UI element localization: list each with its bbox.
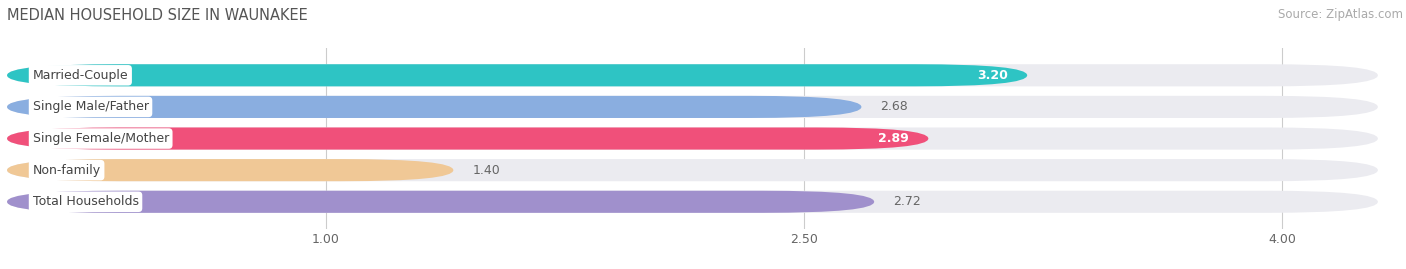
FancyBboxPatch shape <box>7 128 1378 150</box>
FancyBboxPatch shape <box>7 159 1378 181</box>
FancyBboxPatch shape <box>7 96 1378 118</box>
Text: 3.20: 3.20 <box>977 69 1008 82</box>
Text: 2.72: 2.72 <box>893 195 921 208</box>
Text: 1.40: 1.40 <box>472 164 501 177</box>
FancyBboxPatch shape <box>7 64 1028 86</box>
FancyBboxPatch shape <box>7 191 1378 213</box>
Text: 2.89: 2.89 <box>879 132 910 145</box>
FancyBboxPatch shape <box>7 64 1378 86</box>
Text: Married-Couple: Married-Couple <box>32 69 128 82</box>
Text: Single Male/Father: Single Male/Father <box>32 100 149 114</box>
Text: Total Households: Total Households <box>32 195 139 208</box>
FancyBboxPatch shape <box>7 96 862 118</box>
FancyBboxPatch shape <box>7 191 875 213</box>
Text: Source: ZipAtlas.com: Source: ZipAtlas.com <box>1278 8 1403 21</box>
FancyBboxPatch shape <box>7 128 928 150</box>
Text: 2.68: 2.68 <box>880 100 908 114</box>
Text: MEDIAN HOUSEHOLD SIZE IN WAUNAKEE: MEDIAN HOUSEHOLD SIZE IN WAUNAKEE <box>7 8 308 23</box>
Text: Non-family: Non-family <box>32 164 101 177</box>
FancyBboxPatch shape <box>7 159 453 181</box>
Text: Single Female/Mother: Single Female/Mother <box>32 132 169 145</box>
